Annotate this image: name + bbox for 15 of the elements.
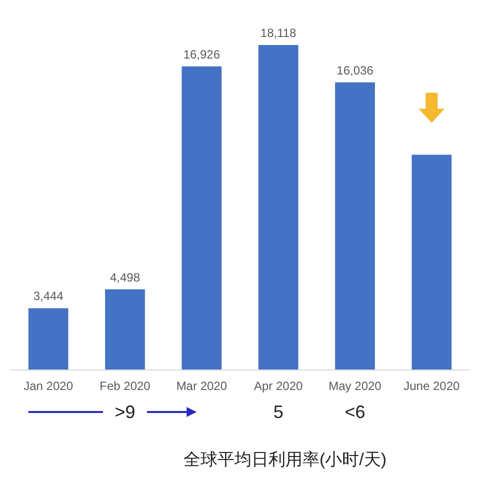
data-label: 16,926	[183, 47, 220, 62]
x-tick-label: June 2020	[404, 379, 460, 393]
data-label: 3,444	[33, 289, 64, 304]
x-tick-label: Jan 2020	[24, 379, 74, 393]
data-label: 16,036	[336, 63, 374, 78]
x-tick-label: Feb 2020	[100, 379, 151, 393]
text: <6	[344, 402, 366, 422]
text: 全球平均日利用率(小时/天)	[183, 450, 387, 469]
text: 5	[273, 402, 284, 422]
x-tick-label: May 2020	[328, 379, 382, 393]
x-tick-label: Apr 2020	[254, 379, 304, 393]
data-label: 4,498	[110, 270, 140, 284]
text: >9	[114, 402, 136, 422]
data-label: 18,118	[260, 26, 297, 40]
x-tick-label: Mar 2020	[176, 379, 228, 393]
